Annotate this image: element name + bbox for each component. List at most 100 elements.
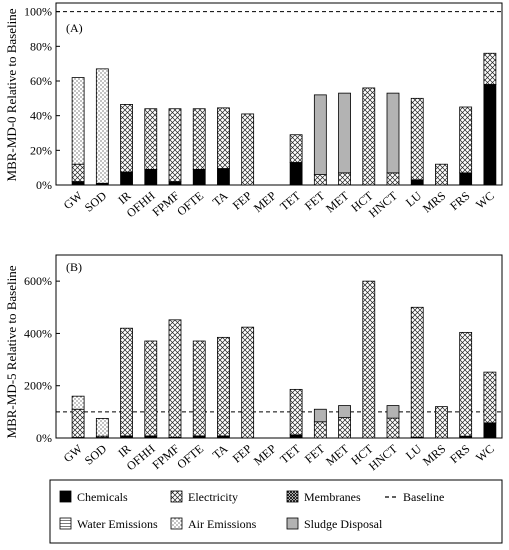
- a-ytick-label: 20%: [30, 143, 52, 157]
- a-ytick-label: 60%: [30, 74, 52, 88]
- legend-swatch-sludge-disposal: [286, 517, 299, 530]
- a-ytick-label: 0%: [36, 178, 52, 192]
- b-bar-electricity: [192, 340, 206, 437]
- a-xtick-label: SOD: [82, 188, 110, 214]
- b-ytick-label: 0%: [36, 431, 52, 445]
- a-bar-air-emissions: [71, 77, 85, 165]
- panel-b-frame: [55, 254, 503, 439]
- a-bar-chemicals: [71, 181, 85, 186]
- panel-a-frame: [55, 2, 503, 186]
- legend-frame: [49, 479, 503, 544]
- a-xtick-label: FEP: [230, 188, 255, 212]
- a-bar-electricity: [362, 87, 376, 186]
- a-xtick-label: HNCT: [366, 188, 401, 220]
- b-bar-electricity: [313, 421, 327, 439]
- panel-a-bars: [71, 52, 497, 186]
- a-bar-chemicals: [410, 179, 424, 186]
- panel-b-label: (B): [66, 260, 82, 274]
- panel-a-ylabel: MBR-MD-0 Relative to Baseline: [4, 8, 19, 181]
- b-xtick-label: HNCT: [366, 441, 401, 473]
- b-xtick-label: OFTE: [174, 442, 206, 472]
- a-bar-electricity: [289, 134, 303, 163]
- b-xtick-label: MEP: [251, 441, 279, 468]
- b-ytick-label: 200%: [24, 379, 52, 393]
- a-bar-electricity: [71, 163, 85, 182]
- b-ytick-label: 400%: [24, 326, 52, 340]
- a-bar-electricity: [386, 172, 400, 186]
- b-bar-electricity: [435, 406, 448, 439]
- b-bar-electricity: [144, 340, 158, 437]
- b-bar-sludge-disposal: [386, 405, 400, 419]
- legend-label: Baseline: [403, 490, 444, 504]
- a-xtick-label: MEP: [251, 188, 279, 215]
- a-bar-electricity: [217, 107, 230, 169]
- b-bar-electricity: [483, 371, 497, 424]
- b-bar-electricity: [71, 408, 85, 438]
- a-xtick-label: MET: [323, 188, 352, 215]
- a-xtick-label: FET: [302, 188, 328, 213]
- a-bar-electricity: [410, 97, 424, 181]
- a-xtick-label: MRS: [420, 189, 448, 216]
- b-ytick-label: 600%: [24, 274, 52, 288]
- legend-swatch-air-emissions: [170, 517, 183, 530]
- legend-label: Membranes: [304, 490, 361, 504]
- a-xtick-label: OFTE: [174, 189, 206, 219]
- b-bar-chemicals: [483, 422, 497, 439]
- a-bar-electricity: [192, 108, 206, 170]
- b-bar-air-emissions: [95, 417, 109, 437]
- b-bar-electricity: [289, 388, 303, 436]
- a-bar-electricity: [483, 52, 497, 85]
- a-bar-chemicals: [120, 171, 133, 186]
- legend-label: Sludge Disposal: [304, 517, 383, 531]
- panel-b-bars: [71, 280, 497, 439]
- b-xtick-label: SOD: [82, 441, 110, 467]
- b-bar-electricity: [120, 327, 133, 437]
- a-bar-chemicals: [459, 172, 473, 186]
- legend-label: Water Emissions: [77, 517, 158, 531]
- legend-swatch-chemicals: [59, 490, 72, 503]
- a-bar-electricity: [435, 163, 448, 186]
- a-xtick-label: GW: [61, 188, 86, 212]
- legend-label: Air Emissions: [188, 517, 257, 531]
- b-xtick-label: FRS: [447, 442, 472, 466]
- a-bar-sludge-disposal: [313, 94, 327, 175]
- b-bar-sludge-disposal: [313, 408, 327, 423]
- a-bar-chemicals: [483, 84, 497, 186]
- a-xtick-label: TET: [277, 188, 303, 213]
- a-bar-air-emissions: [95, 68, 109, 184]
- a-bar-sludge-disposal: [338, 92, 351, 174]
- legend: Chemicals Electricity Membranes Baseline Wat…: [49, 479, 503, 544]
- legend-swatch-membranes: [286, 490, 299, 503]
- b-bar-chemicals: [289, 434, 303, 439]
- b-bar-electricity: [241, 326, 255, 439]
- panel-b-yticks: 0% 200% 400% 600%: [24, 274, 502, 445]
- a-ytick-label: 40%: [30, 109, 52, 123]
- b-bar-sludge-disposal: [338, 405, 351, 419]
- legend-swatch-electricity: [170, 490, 183, 503]
- a-xtick-label: FPMF: [149, 188, 182, 219]
- a-bar-electricity: [459, 106, 473, 174]
- a-bar-chemicals: [144, 168, 158, 186]
- a-xtick-label: TA: [210, 188, 231, 209]
- legend-swatch-water-emissions: [59, 517, 72, 530]
- b-bar-electricity: [410, 306, 424, 438]
- b-xtick-label: TA: [210, 441, 231, 462]
- a-bar-electricity: [338, 172, 351, 186]
- a-bar-chemicals: [192, 168, 206, 186]
- b-bar-electricity: [338, 417, 351, 439]
- b-bar-air-emissions: [71, 395, 85, 410]
- a-bar-electricity: [144, 108, 158, 170]
- a-xtick-label: WC: [473, 189, 497, 212]
- legend-label: Chemicals: [77, 490, 128, 504]
- panel-a-label: (A): [66, 21, 83, 35]
- a-bar-electricity: [168, 108, 182, 182]
- b-xtick-label: TET: [277, 441, 303, 466]
- b-xtick-label: FPMF: [149, 441, 182, 472]
- panel-a-yticks: 0% 20% 40% 60% 80% 100%: [24, 5, 502, 192]
- b-xtick-label: MET: [323, 441, 352, 468]
- b-xtick-label: FET: [302, 441, 328, 466]
